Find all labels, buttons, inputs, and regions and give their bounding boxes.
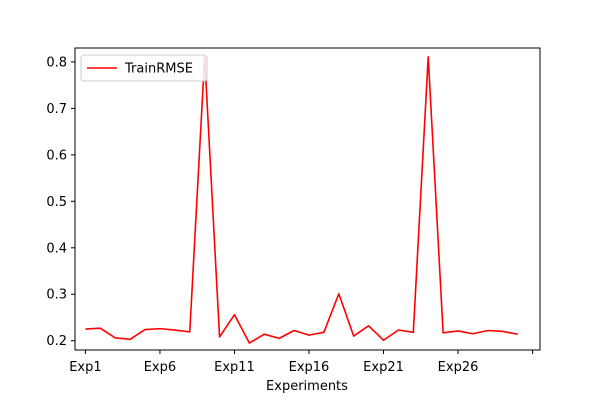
legend: TrainRMSE xyxy=(80,54,208,82)
x-tick-label: Exp21 xyxy=(363,360,404,375)
y-tick-label: 0.5 xyxy=(46,195,67,210)
y-tick-label: 0.6 xyxy=(46,148,67,163)
y-tick-label: 0.3 xyxy=(46,288,67,303)
legend-label-trainrmse: TrainRMSE xyxy=(124,62,193,77)
x-tick-label: Exp11 xyxy=(214,360,255,375)
x-tick-label: Exp6 xyxy=(144,360,176,375)
series-layer xyxy=(85,56,518,344)
x-tick-label: Exp26 xyxy=(438,360,479,375)
series-line-trainrmse xyxy=(85,56,518,344)
y-tick-label: 0.7 xyxy=(46,102,67,117)
plot-area-background xyxy=(75,48,540,350)
y-tick-label: 0.4 xyxy=(46,241,67,256)
x-axis-label: Experiments xyxy=(266,379,348,394)
x-axis: Exp1 Exp6 Exp11 Exp16 Exp21 Exp26 xyxy=(69,350,534,375)
y-tick-label: 0.2 xyxy=(46,334,67,349)
legend-box xyxy=(80,54,208,82)
y-tick-label: 0.8 xyxy=(46,55,67,70)
x-tick-label: Exp1 xyxy=(69,360,101,375)
plot-area-frame xyxy=(74,47,541,351)
y-axis: 0.2 0.3 0.4 0.5 0.6 0.7 0.8 xyxy=(46,55,75,349)
x-tick-label: Exp16 xyxy=(289,360,330,375)
